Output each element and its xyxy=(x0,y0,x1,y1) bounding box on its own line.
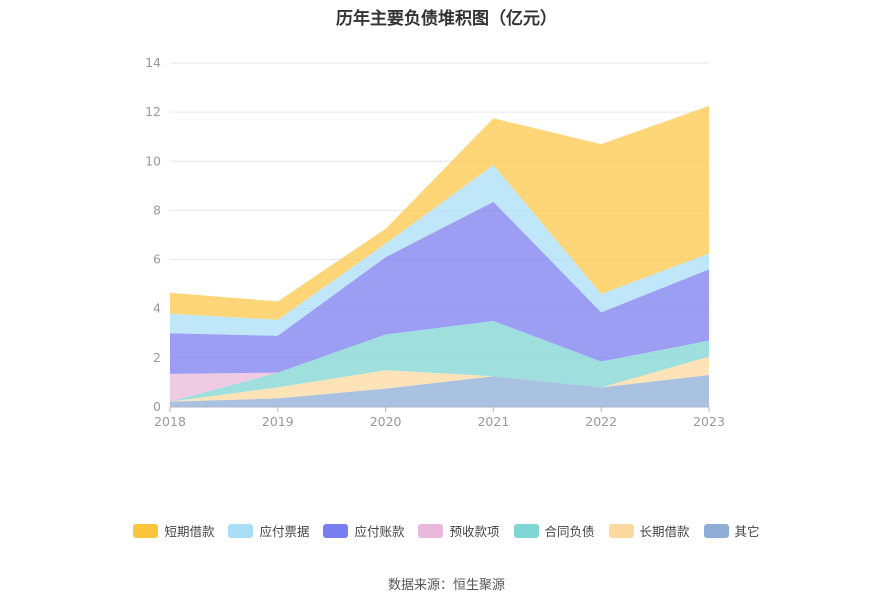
legend-label: 应付票据 xyxy=(259,524,310,539)
area-series-2 xyxy=(170,321,709,402)
legend-swatch xyxy=(703,523,729,538)
legend-item[interactable]: 预收款项 xyxy=(418,521,500,540)
x-tick-label: 2020 xyxy=(370,414,402,429)
legend-swatch xyxy=(418,523,444,538)
axis-layer: 0 2 4 6 8 10 12 14 2018 2019 2020 2021 2022 2023 xyxy=(145,55,725,429)
x-tick-label: 2018 xyxy=(154,414,186,429)
x-tick-label: 2023 xyxy=(693,414,725,429)
legend-swatch xyxy=(133,523,159,538)
legend-swatch xyxy=(228,523,254,538)
legend-item[interactable]: 其它 xyxy=(703,521,760,540)
legend-item[interactable]: 长期借款 xyxy=(608,521,690,540)
chart-title: 历年主要负债堆积图（亿元） xyxy=(336,9,557,29)
x-tick-label: 2019 xyxy=(262,414,294,429)
y-tick-label: 12 xyxy=(145,104,161,119)
legend-label: 其它 xyxy=(734,524,760,539)
data-source: 数据来源：恒生聚源 xyxy=(387,578,505,593)
x-tick-label: 2021 xyxy=(477,414,509,429)
y-tick-label: 8 xyxy=(153,202,161,217)
y-tick-label: 2 xyxy=(153,350,161,365)
legend-item[interactable]: 合同负债 xyxy=(513,521,595,540)
area-layer xyxy=(170,106,709,407)
y-tick-label: 14 xyxy=(145,55,161,70)
legend-item[interactable]: 应付账款 xyxy=(323,521,404,540)
area-series-4 xyxy=(170,201,709,374)
area-series-0 xyxy=(170,375,709,407)
legend-label: 短期借款 xyxy=(164,524,215,539)
area-series-6 xyxy=(170,106,709,320)
area-series-5 xyxy=(170,164,709,336)
legend-label: 合同负债 xyxy=(544,524,595,539)
legend-label: 应付账款 xyxy=(354,524,405,539)
y-tick-label: 10 xyxy=(145,153,161,168)
legend-item[interactable]: 应付票据 xyxy=(228,521,309,540)
legend: 短期借款 应付票据 应付账款 预收款项 合同负债 长期借款 其它 xyxy=(0,521,893,540)
legend-item[interactable]: 短期借款 xyxy=(133,521,214,540)
legend-swatch xyxy=(513,523,539,538)
legend-label: 长期借款 xyxy=(639,524,690,539)
legend-swatch xyxy=(608,523,634,538)
legend-label: 预收款项 xyxy=(449,524,500,539)
area-series-1 xyxy=(170,356,709,402)
y-tick-label: 0 xyxy=(153,399,161,414)
y-tick-label: 6 xyxy=(153,252,161,267)
legend-swatch xyxy=(323,523,349,538)
x-tick-label: 2022 xyxy=(585,414,617,429)
y-tick-label: 4 xyxy=(153,301,161,316)
